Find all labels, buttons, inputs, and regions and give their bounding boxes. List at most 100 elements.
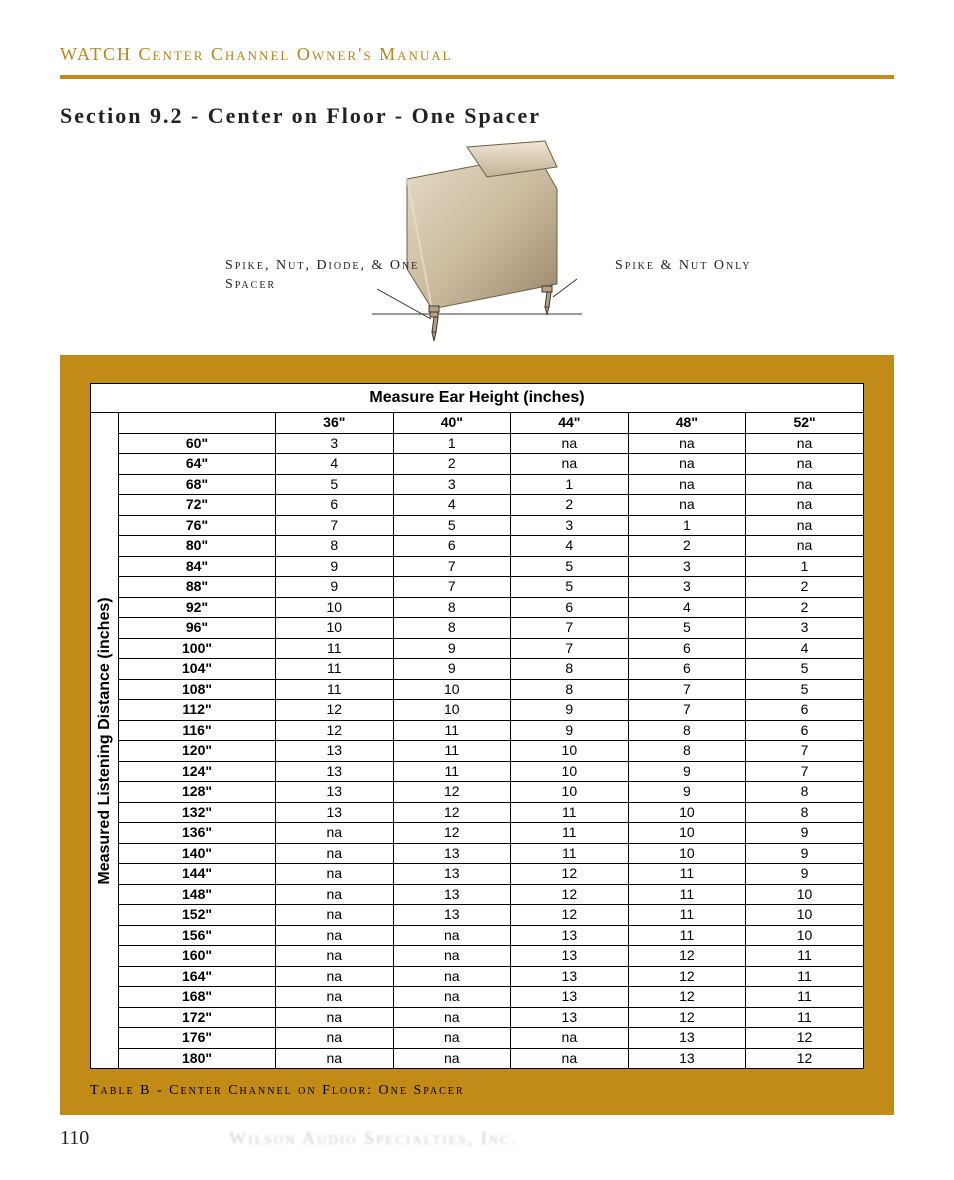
table-row: 80"8642na: [91, 536, 864, 557]
table-cell: 13: [511, 966, 629, 987]
table-cell: 8: [393, 618, 511, 639]
table-row: 148"na13121110: [91, 884, 864, 905]
table-cell: 13: [511, 1007, 629, 1028]
table-cell: 6: [746, 700, 864, 721]
table-cell: na: [746, 474, 864, 495]
table-cell: 1: [628, 515, 746, 536]
table-row: 100"119764: [91, 638, 864, 659]
table-row-head: 168": [119, 987, 276, 1008]
table-cell: 11: [628, 864, 746, 885]
table-caption: Table B - Center Channel on Floor: One S…: [90, 1083, 864, 1099]
table-cell: 11: [746, 987, 864, 1008]
table-cell: 8: [393, 597, 511, 618]
table-cell: 10: [393, 679, 511, 700]
table-cell: 4: [746, 638, 864, 659]
table-row: 172"nana131211: [91, 1007, 864, 1028]
table-col-head: 44": [511, 413, 629, 434]
page-footer: 110 Wilson Audio Specialties, Inc.: [60, 1127, 894, 1150]
table-cell: 11: [511, 802, 629, 823]
figure-label-left: Spike, Nut, Diode, & One Spacer: [225, 257, 425, 295]
table-row-head: 108": [119, 679, 276, 700]
table-cell: 9: [511, 700, 629, 721]
table-cell: 6: [511, 597, 629, 618]
table-col-head: 52": [746, 413, 864, 434]
table-cell: 12: [628, 1007, 746, 1028]
table-cell: 13: [393, 843, 511, 864]
footer-company: Wilson Audio Specialties, Inc.: [229, 1128, 517, 1149]
table-cell: 12: [746, 1028, 864, 1049]
table-cell: 13: [393, 864, 511, 885]
table-cell: 11: [746, 1007, 864, 1028]
table-cell: 12: [746, 1048, 864, 1069]
table-cell: 7: [511, 638, 629, 659]
table-cell: 7: [393, 577, 511, 598]
table-cell: 11: [393, 761, 511, 782]
table-cell: 3: [628, 556, 746, 577]
table-cell: 7: [746, 741, 864, 762]
table-cell: 9: [746, 843, 864, 864]
table-cell: 9: [276, 577, 394, 598]
table-row: 156"nana131110: [91, 925, 864, 946]
table-cell: na: [511, 454, 629, 475]
table-row: 136"na1211109: [91, 823, 864, 844]
table-row-head: 128": [119, 782, 276, 803]
table-row: 144"na1312119: [91, 864, 864, 885]
table-cell: 10: [511, 741, 629, 762]
table-cell: 11: [628, 905, 746, 926]
table-cell: 2: [628, 536, 746, 557]
table-cell: 7: [746, 761, 864, 782]
table-row-head: 180": [119, 1048, 276, 1069]
table-cell: 10: [746, 925, 864, 946]
table-row: 64"42nanana: [91, 454, 864, 475]
table-cell: 10: [511, 761, 629, 782]
table-cell: na: [393, 966, 511, 987]
table-cell: 7: [628, 679, 746, 700]
table-cell: 3: [276, 433, 394, 454]
table-cell: 2: [511, 495, 629, 516]
table-cell: na: [276, 946, 394, 967]
table-cell: 11: [511, 823, 629, 844]
table-row-head: 72": [119, 495, 276, 516]
table-cell: 3: [393, 474, 511, 495]
table-cell: 9: [628, 761, 746, 782]
table-cell: 10: [628, 823, 746, 844]
table-cell: na: [746, 433, 864, 454]
table-cell: 12: [511, 905, 629, 926]
table-cell: 4: [628, 597, 746, 618]
table-row-head: 104": [119, 659, 276, 680]
table-row: 108"1110875: [91, 679, 864, 700]
figure-label-right: Spike & Nut Only: [615, 257, 752, 276]
table-row-head: 156": [119, 925, 276, 946]
table-cell: na: [511, 1028, 629, 1049]
table-cell: na: [276, 987, 394, 1008]
table-cell: 12: [628, 946, 746, 967]
table-col-head: 48": [628, 413, 746, 434]
table-cell: 4: [393, 495, 511, 516]
table-row: 132"131211108: [91, 802, 864, 823]
table-cell: 5: [511, 556, 629, 577]
table-cell: 11: [276, 659, 394, 680]
table-cell: 2: [746, 577, 864, 598]
page-number: 110: [60, 1127, 89, 1150]
speaker-figure: [347, 139, 607, 349]
table-cell: na: [393, 987, 511, 1008]
table-cell: na: [746, 495, 864, 516]
table-row: 92"108642: [91, 597, 864, 618]
table-cell: 8: [628, 741, 746, 762]
table-row: 140"na1311109: [91, 843, 864, 864]
table-cell: na: [276, 864, 394, 885]
table-row: 116"1211986: [91, 720, 864, 741]
table-cell: 12: [276, 720, 394, 741]
table-cell: 13: [511, 925, 629, 946]
table-cell: na: [276, 905, 394, 926]
table-row: 180"nanana1312: [91, 1048, 864, 1069]
table-row-head: 116": [119, 720, 276, 741]
table-cell: na: [746, 536, 864, 557]
table-row-head: 76": [119, 515, 276, 536]
table-cell: 9: [628, 782, 746, 803]
table-cell: 6: [393, 536, 511, 557]
table-cell: 10: [746, 905, 864, 926]
table-row-head: 164": [119, 966, 276, 987]
table-cell: 11: [746, 966, 864, 987]
page: WATCH Center Channel Owner's Manual Sect…: [0, 0, 954, 1180]
